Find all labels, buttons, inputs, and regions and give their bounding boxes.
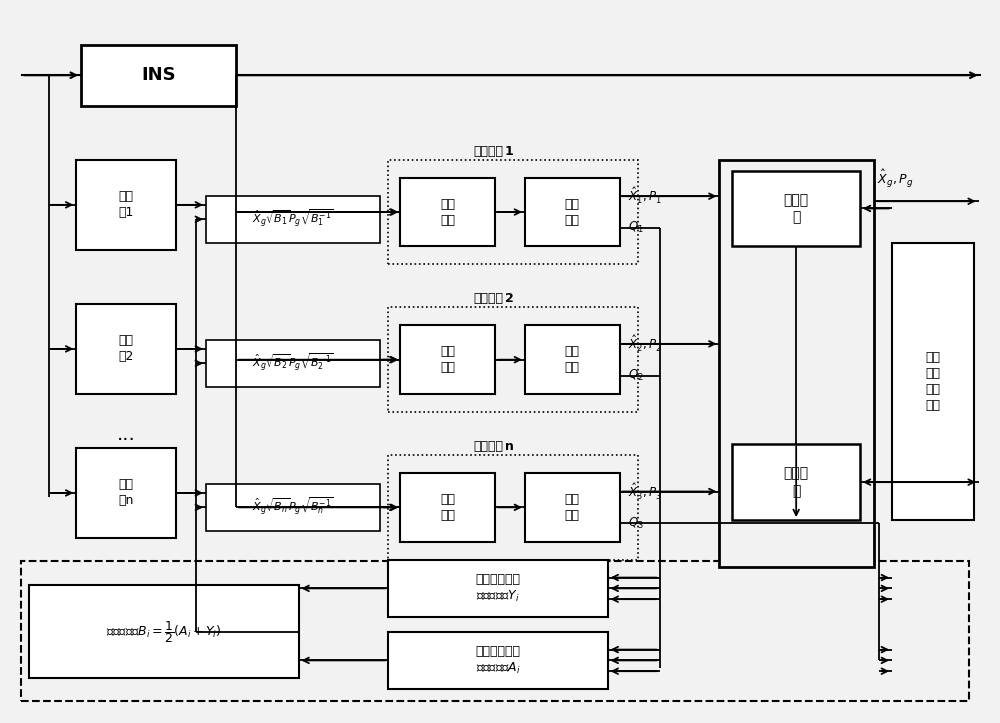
- Bar: [892, 243, 974, 520]
- Text: 基于条件数的
矢量系数：$A_i$: 基于条件数的 矢量系数：$A_i$: [476, 645, 521, 676]
- Text: $\hat{X}_1, P_1$: $\hat{X}_1, P_1$: [628, 186, 661, 206]
- Bar: [719, 160, 874, 567]
- Text: 量测
更新: 量测 更新: [565, 345, 580, 375]
- Text: 量测
更新: 量测 更新: [565, 493, 580, 522]
- Text: 子系
统1: 子系 统1: [118, 190, 134, 219]
- Text: $\hat{X}_g\sqrt{B_1}P_g\sqrt{B_1^{-1}}$: $\hat{X}_g\sqrt{B_1}P_g\sqrt{B_1^{-1}}$: [252, 208, 334, 231]
- Text: n: n: [505, 440, 514, 453]
- Text: 2: 2: [505, 292, 514, 305]
- Bar: [206, 340, 380, 387]
- Text: 矢量系数：$B_i=\dfrac{1}{2}(A_i+Y_i)$: 矢量系数：$B_i=\dfrac{1}{2}(A_i+Y_i)$: [106, 619, 222, 644]
- Text: 子滤波器: 子滤波器: [473, 145, 503, 158]
- Bar: [76, 448, 176, 538]
- Bar: [388, 455, 638, 560]
- Bar: [400, 178, 495, 247]
- Text: 子滤波器: 子滤波器: [473, 440, 503, 453]
- Text: $\hat{X}_g, P_g$: $\hat{X}_g, P_g$: [877, 168, 913, 190]
- Bar: [388, 560, 608, 617]
- Text: 矢量
分配
系数
计算: 矢量 分配 系数 计算: [925, 351, 940, 412]
- Text: 子系
统2: 子系 统2: [118, 335, 134, 364]
- Bar: [76, 304, 176, 394]
- Text: 时间
更新: 时间 更新: [440, 197, 455, 226]
- Bar: [525, 178, 620, 247]
- Text: 1: 1: [505, 145, 514, 158]
- Text: $\hat{X}_g\sqrt{B_n}P_g\sqrt{B_n^{-1}}$: $\hat{X}_g\sqrt{B_n}P_g\sqrt{B_n^{-1}}$: [252, 496, 334, 518]
- Bar: [388, 307, 638, 412]
- Text: 最优融
合: 最优融 合: [784, 466, 809, 498]
- Bar: [400, 473, 495, 542]
- Bar: [388, 632, 608, 689]
- Text: 时间更
新: 时间更 新: [784, 193, 809, 224]
- Text: ···: ···: [117, 431, 135, 450]
- Bar: [400, 325, 495, 394]
- Text: 时间
更新: 时间 更新: [440, 493, 455, 522]
- Bar: [525, 325, 620, 394]
- Text: 子系
统n: 子系 统n: [118, 479, 134, 508]
- Text: $\hat{X}_2, P_2$: $\hat{X}_2, P_2$: [628, 334, 661, 354]
- Text: 基于奇异值的
矢量系数：$Y_i$: 基于奇异值的 矢量系数：$Y_i$: [476, 573, 521, 604]
- Bar: [388, 160, 638, 265]
- Bar: [732, 171, 860, 247]
- Bar: [525, 473, 620, 542]
- Bar: [206, 196, 380, 243]
- Text: $\hat{X}_g\sqrt{B_2}P_g\sqrt{B_2^{-1}}$: $\hat{X}_g\sqrt{B_2}P_g\sqrt{B_2^{-1}}$: [252, 352, 334, 375]
- Bar: [206, 484, 380, 531]
- Text: $Q_3$: $Q_3$: [628, 515, 643, 531]
- Bar: [81, 45, 236, 106]
- Text: 量测
更新: 量测 更新: [565, 197, 580, 226]
- Text: 时间
更新: 时间 更新: [440, 345, 455, 375]
- Bar: [29, 585, 299, 678]
- Bar: [21, 561, 969, 701]
- Bar: [732, 445, 860, 520]
- Text: $Q_2$: $Q_2$: [628, 368, 643, 383]
- Bar: [76, 160, 176, 250]
- Text: $Q_1$: $Q_1$: [628, 221, 643, 236]
- Text: INS: INS: [141, 67, 176, 84]
- Text: 子滤波器: 子滤波器: [473, 292, 503, 305]
- Text: $\hat{X}_3, P_3$: $\hat{X}_3, P_3$: [628, 482, 662, 502]
